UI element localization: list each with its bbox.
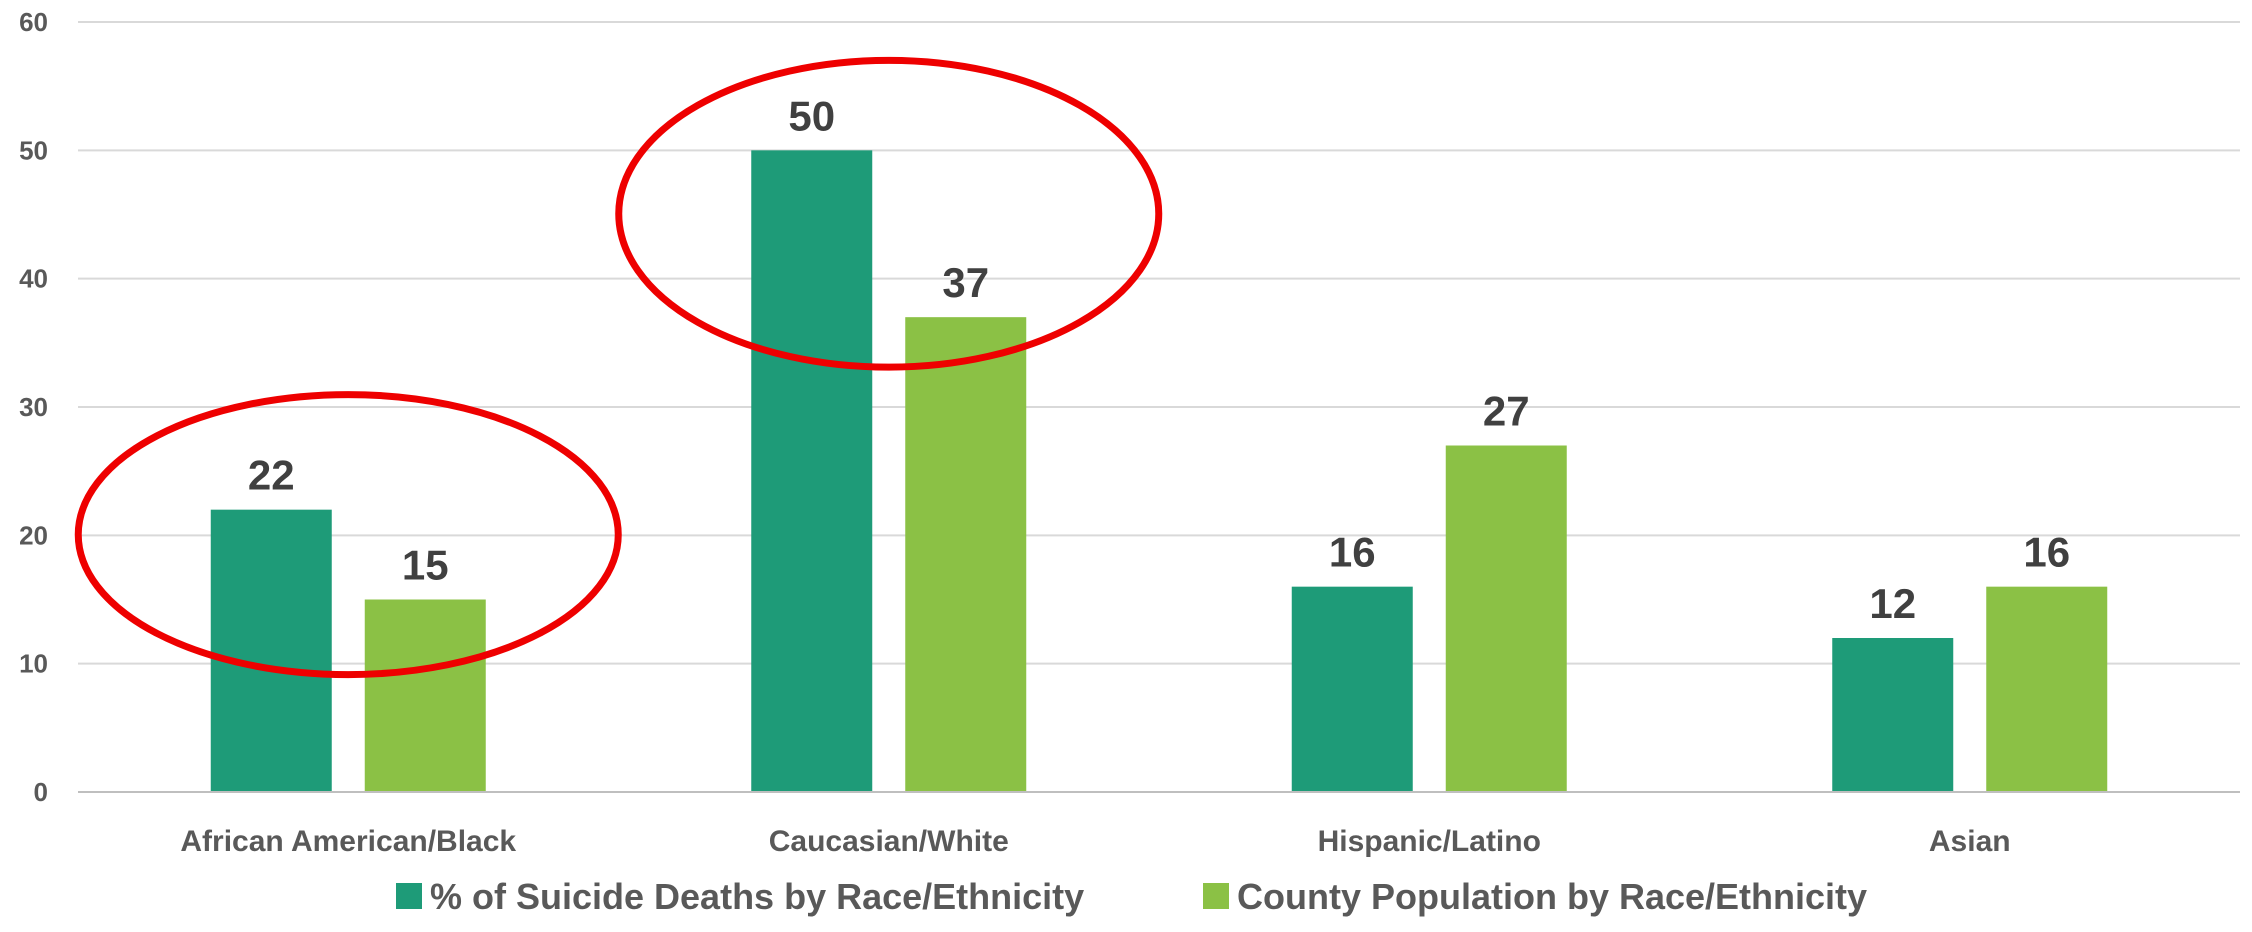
y-tick-label: 0 [34, 777, 48, 807]
bar-1 [210, 509, 332, 792]
legend-swatch [1203, 883, 1229, 909]
legend: % of Suicide Deaths by Race/Ethnicity Cou… [396, 876, 1867, 917]
data-label: 22 [248, 452, 295, 499]
bar-2 [1445, 445, 1567, 792]
y-tick-label: 30 [19, 392, 48, 422]
bars [210, 150, 2108, 793]
data-label: 12 [1869, 580, 1916, 627]
data-label: 15 [402, 542, 449, 589]
y-tick-label: 20 [19, 520, 48, 550]
data-label: 16 [1329, 529, 1376, 576]
highlight-ellipse [74, 391, 622, 679]
bar-1 [1291, 586, 1413, 792]
bar-1 [1832, 638, 1954, 792]
y-tick-label: 60 [19, 7, 48, 37]
x-category-label: Hispanic/Latino [1318, 825, 1541, 858]
category-labels: African American/Black Caucasian/White His… [180, 825, 2010, 858]
data-label: 27 [1483, 388, 1530, 435]
x-category-label: African American/Black [180, 825, 516, 858]
bar-2 [1986, 586, 2108, 792]
x-category-label: Asian [1929, 825, 2011, 858]
bar-2 [364, 599, 486, 792]
y-tick-label: 50 [19, 135, 48, 165]
data-label: 37 [942, 259, 989, 306]
annotations [74, 56, 1163, 679]
legend-swatch [396, 883, 422, 909]
legend-label: County Population by Race/Ethnicity [1237, 876, 1867, 917]
highlight-ellipse [615, 56, 1163, 371]
data-label: 16 [2023, 529, 2070, 576]
bar-1 [751, 150, 873, 793]
y-axis-ticks: 0 10 20 30 40 50 60 [19, 7, 48, 807]
y-tick-label: 10 [19, 649, 48, 679]
legend-label: % of Suicide Deaths by Race/Ethnicity [430, 876, 1084, 917]
y-tick-label: 40 [19, 264, 48, 294]
data-label: 50 [788, 92, 835, 139]
data-labels: 22 15 50 37 16 27 12 16 [248, 92, 2070, 627]
bar-2 [905, 317, 1027, 792]
x-category-label: Caucasian/White [769, 825, 1009, 858]
